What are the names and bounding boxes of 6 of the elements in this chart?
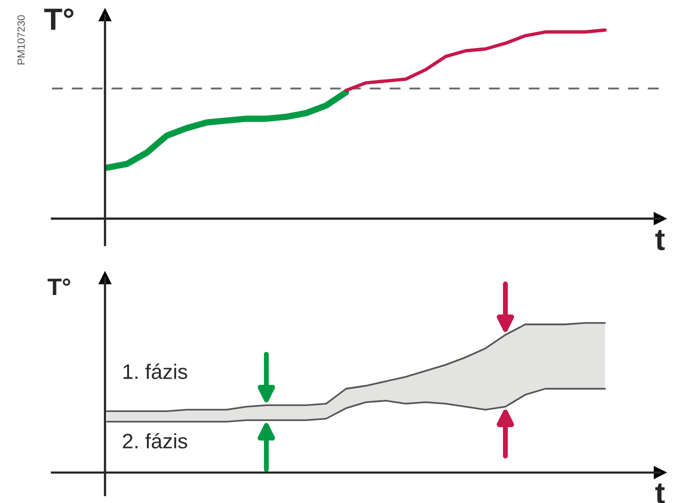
annotation: 2. fázis [122,432,188,449]
annotation: 1. fázis [124,364,188,380]
y-axis-title: T° [48,278,70,295]
text: PM107230 [17,15,25,64]
y-axis-title: T° [44,8,74,30]
x-axis-title: t [655,230,665,250]
